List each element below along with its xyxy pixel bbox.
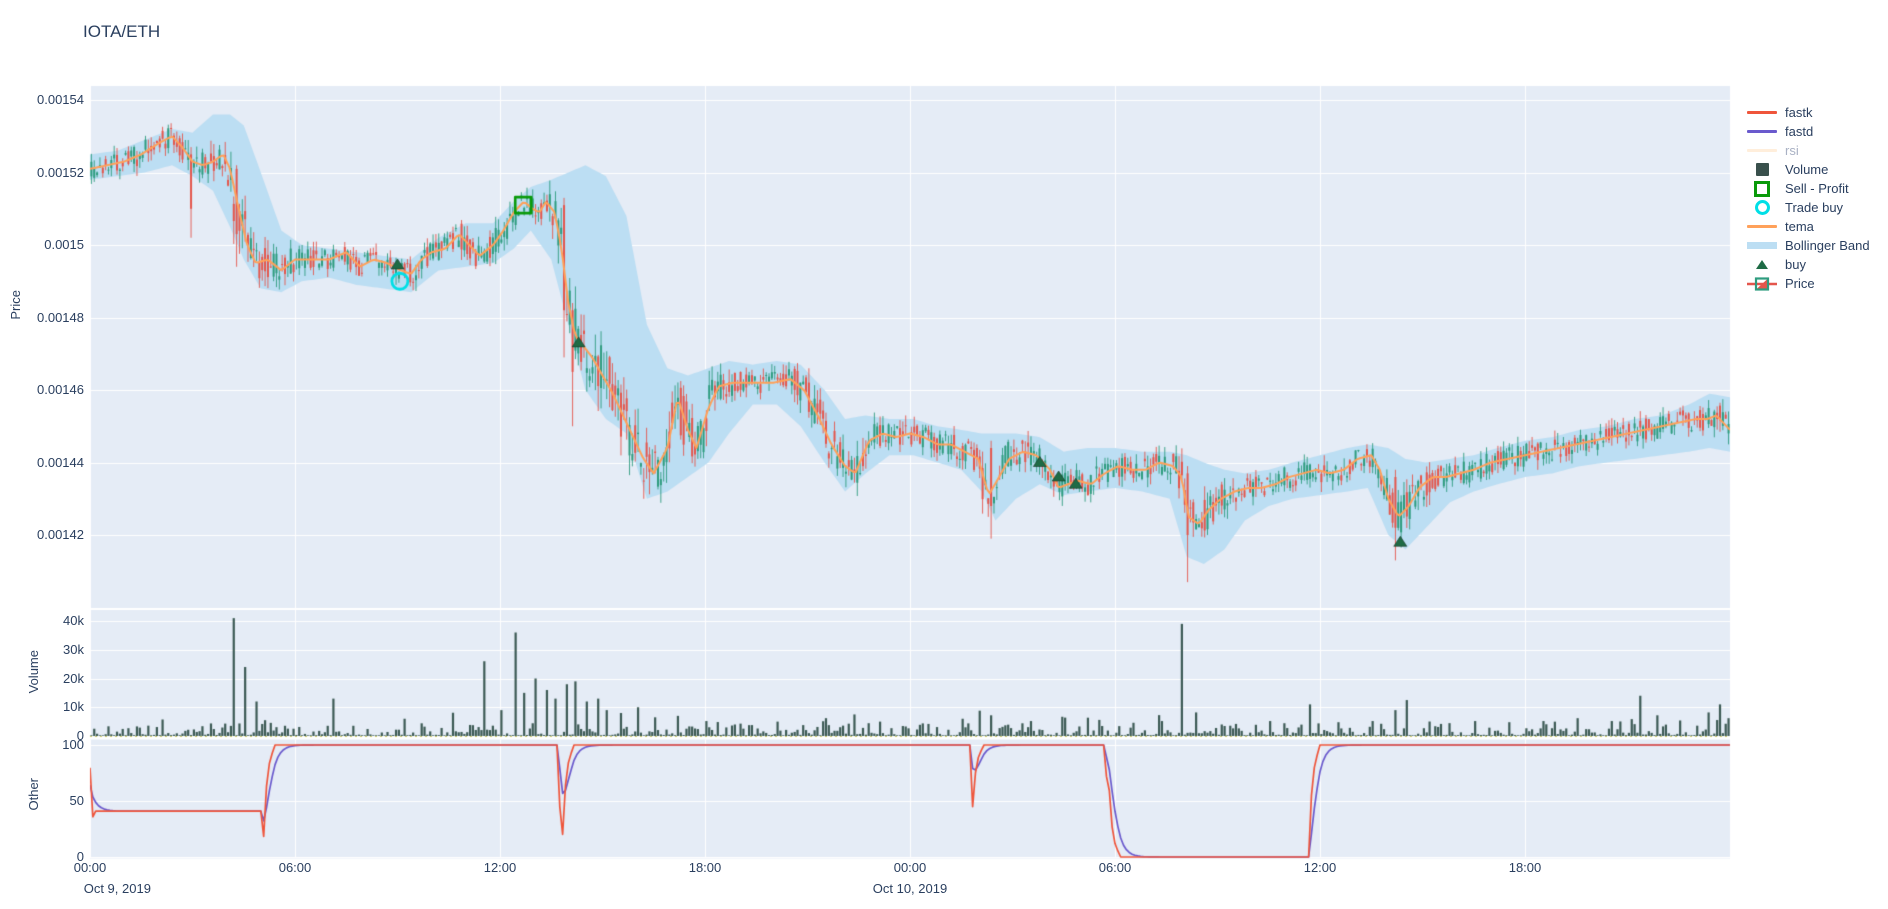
- legend-label-fastk: fastk: [1785, 105, 1813, 120]
- x-tick-label: 06:00: [278, 860, 312, 875]
- legend-swatch-sell-profit: [1745, 180, 1779, 197]
- legend-swatch-fastk: [1745, 111, 1779, 114]
- legend-swatch-volume: [1745, 163, 1779, 176]
- price-tick-label: 0.00144: [37, 454, 84, 470]
- legend-label-trade-buy: Trade buy: [1785, 200, 1844, 215]
- page-title: IOTA/ETH: [83, 22, 161, 41]
- legend-swatch-trade-buy: [1745, 200, 1779, 215]
- legend-label-tema: tema: [1785, 219, 1814, 234]
- legend-item-volume[interactable]: Volume: [1745, 160, 1870, 179]
- x-tick-label: 00:00: [73, 860, 107, 875]
- legend-swatch-rsi: [1745, 149, 1779, 152]
- legend-swatch-price: [1745, 276, 1779, 292]
- volume-tick-label: 30k: [63, 641, 84, 657]
- price-tick-label: 0.00152: [37, 164, 84, 180]
- other-tick-label: 0: [76, 849, 84, 864]
- legend-swatch-bollinger-band: [1745, 242, 1779, 249]
- legend-item-fastd[interactable]: fastd: [1745, 122, 1870, 141]
- volume-tick-label: 0: [76, 728, 84, 743]
- legend-item-tema[interactable]: tema: [1745, 217, 1870, 236]
- x-tick-label: 18:00: [688, 860, 722, 875]
- legend-item-bollinger-band[interactable]: Bollinger Band: [1745, 236, 1870, 255]
- legend-item-rsi[interactable]: rsi: [1745, 141, 1870, 160]
- legend-swatch-buy-icon: [1745, 260, 1779, 269]
- legend-label-price: Price: [1785, 276, 1815, 291]
- other-tick-label: 50: [69, 793, 84, 808]
- x-date-label: Oct 9, 2019: [83, 881, 151, 896]
- legend-item-trade-buy[interactable]: Trade buy: [1745, 198, 1870, 217]
- legend-label-rsi: rsi: [1785, 143, 1799, 158]
- legend: fastk fastd rsi Volume Sell - Profit Trade bu…: [1745, 103, 1870, 293]
- price-tick-label: 0.0015: [44, 237, 84, 252]
- x-date-label: Oct 10, 2019: [872, 881, 948, 896]
- legend-item-fastk[interactable]: fastk: [1745, 103, 1870, 122]
- legend-label-volume: Volume: [1785, 162, 1829, 177]
- x-tick-label: 12:00: [483, 860, 517, 875]
- other-tick-label: 100: [62, 737, 84, 752]
- price-tick-label: 0.00148: [37, 309, 84, 325]
- x-tick-label: 18:00: [1508, 860, 1542, 875]
- x-tick-label: 00:00: [893, 860, 927, 875]
- price-tick-label: 0.00146: [37, 382, 84, 397]
- legend-label-fastd: fastd: [1785, 124, 1814, 139]
- legend-item-price[interactable]: Price: [1745, 274, 1870, 293]
- price-tick-label: 0.00154: [37, 92, 84, 107]
- x-tick-label: 06:00: [1098, 860, 1132, 875]
- legend-label-buy: buy: [1785, 257, 1806, 272]
- volume-tick-label: 40k: [63, 613, 84, 628]
- volume-tick-label: 10k: [63, 699, 84, 715]
- legend-item-sell-profit[interactable]: Sell - Profit: [1745, 179, 1870, 198]
- price-tick-label: 0.00142: [37, 527, 84, 542]
- legend-label-bollinger-band: Bollinger Band: [1785, 238, 1870, 253]
- volume-tick-label: 20k: [63, 670, 84, 686]
- legend-label-sell-profit: Sell - Profit: [1785, 181, 1849, 196]
- legend-item-buy[interactable]: buy: [1745, 255, 1870, 274]
- legend-swatch-fastd: [1745, 130, 1779, 133]
- x-tick-label: 12:00: [1303, 860, 1337, 875]
- legend-swatch-tema: [1745, 225, 1779, 228]
